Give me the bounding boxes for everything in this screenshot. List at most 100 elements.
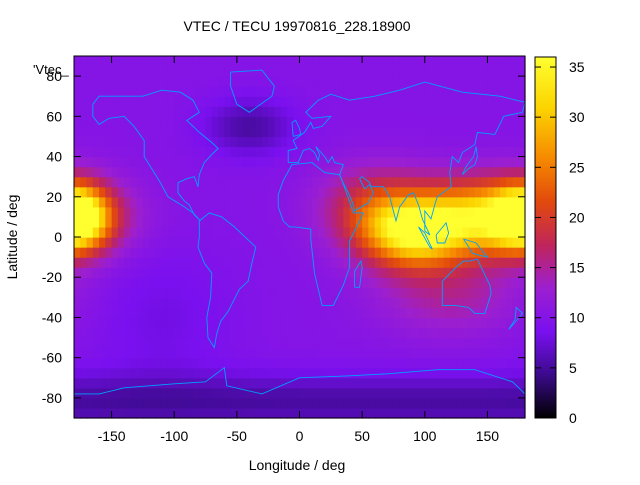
y-tick-label: 0 — [54, 229, 62, 245]
heatmap-cell — [74, 297, 81, 308]
heatmap-cell — [193, 347, 200, 359]
heatmap-cell — [493, 307, 501, 319]
heatmap-cell — [274, 267, 282, 278]
heatmap-cell — [261, 106, 269, 117]
heatmap-cell — [268, 146, 276, 158]
heatmap-cell — [224, 357, 232, 369]
heatmap-cell — [243, 196, 250, 208]
heatmap-cell — [493, 337, 501, 349]
heatmap-cell — [280, 166, 288, 178]
heatmap-cell — [99, 347, 106, 359]
heatmap-cell — [318, 237, 326, 248]
heatmap-cell — [130, 146, 138, 158]
heatmap-cell — [167, 156, 175, 168]
heatmap-cell — [324, 297, 332, 308]
heatmap-cell — [462, 277, 470, 288]
heatmap-cell — [305, 206, 313, 218]
heatmap-cell — [474, 86, 482, 97]
heatmap-cell — [305, 237, 313, 248]
heatmap-cell — [280, 126, 288, 138]
heatmap-cell — [493, 116, 501, 127]
heatmap-cell — [243, 297, 250, 308]
heatmap-cell — [362, 387, 369, 399]
heatmap-cell — [374, 176, 382, 188]
heatmap-cell — [374, 287, 382, 298]
heatmap-cell — [86, 237, 94, 248]
heatmap-cell — [117, 327, 125, 339]
heatmap-cell — [243, 347, 250, 359]
heatmap-cell — [99, 357, 106, 369]
heatmap-cell — [380, 76, 388, 87]
heatmap-cell — [86, 106, 94, 117]
heatmap-cell — [437, 186, 445, 198]
heatmap-cell — [431, 56, 438, 67]
heatmap-cell — [312, 317, 319, 329]
heatmap-cell — [249, 237, 257, 248]
heatmap-cell — [255, 186, 263, 198]
heatmap-cell — [299, 96, 307, 107]
heatmap-cell — [299, 317, 307, 329]
heatmap-cell — [142, 126, 150, 138]
heatmap-cell — [180, 106, 188, 117]
heatmap-cell — [305, 56, 313, 67]
heatmap-cell — [130, 337, 138, 349]
heatmap-cell — [211, 237, 219, 248]
heatmap-cell — [243, 377, 250, 389]
heatmap-cell — [418, 237, 426, 248]
heatmap-cell — [518, 76, 526, 87]
x-axis: -150 -100 -50 0 50 100 150 — [98, 56, 499, 444]
heatmap-cell — [92, 106, 100, 117]
heatmap-cell — [255, 257, 263, 268]
heatmap-cell — [318, 226, 326, 238]
heatmap-cell — [224, 186, 232, 198]
heatmap-cell — [374, 237, 382, 248]
heatmap-cell — [499, 387, 507, 399]
heatmap-cell — [117, 136, 125, 148]
heatmap-cell — [387, 156, 395, 168]
heatmap-cell — [337, 337, 344, 349]
heatmap-cell — [74, 307, 81, 319]
heatmap-cell — [293, 317, 301, 329]
heatmap-cell — [211, 206, 219, 218]
heatmap-cell — [80, 126, 88, 138]
heatmap-cell — [261, 206, 269, 218]
heatmap-cell — [474, 96, 482, 107]
heatmap-cell — [405, 387, 413, 399]
heatmap-cell — [243, 166, 250, 178]
heatmap-cell — [111, 86, 119, 97]
heatmap-cell — [456, 106, 463, 117]
heatmap-cell — [412, 196, 420, 208]
heatmap-cell — [312, 126, 319, 138]
heatmap-cell — [349, 357, 357, 369]
heatmap-cell — [161, 206, 169, 218]
heatmap-cell — [449, 156, 457, 168]
heatmap-cell — [324, 166, 332, 178]
heatmap-cell — [117, 126, 125, 138]
heatmap-cell — [136, 367, 144, 379]
heatmap-cell — [136, 387, 144, 399]
heatmap-cell — [355, 397, 363, 409]
heatmap-cell — [243, 287, 250, 298]
heatmap-cell — [142, 387, 150, 399]
heatmap-cell — [368, 86, 376, 97]
heatmap-cell — [286, 357, 294, 369]
heatmap-cell — [193, 156, 200, 168]
heatmap-cell — [318, 287, 326, 298]
heatmap-cell — [211, 96, 219, 107]
heatmap-cell — [280, 186, 288, 198]
heatmap-cell — [99, 196, 106, 208]
heatmap-cell — [130, 367, 138, 379]
heatmap-cell — [299, 257, 307, 268]
heatmap-cell — [274, 176, 282, 188]
heatmap-cell — [443, 307, 451, 319]
heatmap-cell — [387, 76, 395, 87]
heatmap-cell — [362, 407, 369, 419]
heatmap-cell — [211, 377, 219, 389]
heatmap-cell — [268, 297, 276, 308]
heatmap-cell — [218, 216, 225, 228]
heatmap-cell — [337, 347, 344, 359]
heatmap-cell — [149, 186, 157, 198]
heatmap-cell — [506, 96, 514, 107]
heatmap-cell — [130, 86, 138, 97]
heatmap-cell — [224, 196, 232, 208]
